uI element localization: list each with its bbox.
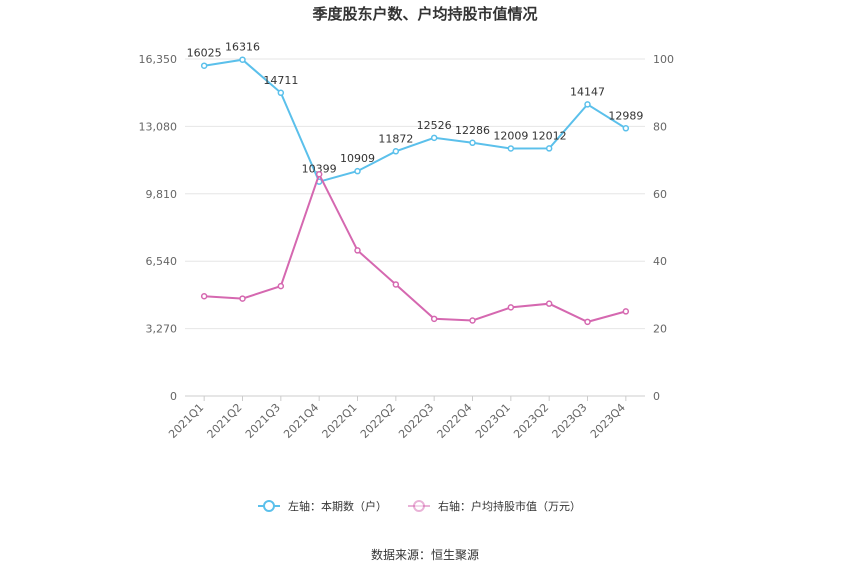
data-point-left[interactable] bbox=[239, 56, 246, 63]
data-label: 12012 bbox=[532, 129, 567, 142]
series-line-right bbox=[204, 171, 627, 323]
data-point-right[interactable] bbox=[622, 308, 630, 315]
data-label: 14711 bbox=[263, 74, 298, 87]
data-point-right[interactable] bbox=[315, 171, 323, 178]
legend-item-left-series[interactable]: 左轴：本期数（户） bbox=[258, 499, 387, 513]
left-tick-label: 3,270 bbox=[146, 323, 178, 336]
left-tick-label: 9,810 bbox=[146, 188, 178, 201]
x-tick-label: 2023Q2 bbox=[511, 401, 551, 441]
legend-label-left-series: 左轴：本期数（户） bbox=[288, 499, 387, 513]
data-point-left[interactable] bbox=[469, 139, 476, 147]
x-tick-label: 2023Q1 bbox=[473, 401, 513, 441]
data-point-right[interactable] bbox=[392, 281, 400, 288]
x-tick-label: 2022Q2 bbox=[358, 401, 398, 441]
x-tick-label: 2023Q4 bbox=[588, 401, 628, 441]
data-label: 16025 bbox=[187, 47, 222, 60]
left-axis: 0 3,270 6,540 9,810 13,080 16,350 bbox=[139, 53, 178, 403]
x-tick-label: 2022Q1 bbox=[320, 401, 360, 441]
data-point-right[interactable] bbox=[239, 295, 246, 302]
data-point-right[interactable] bbox=[200, 292, 208, 300]
series-line-left bbox=[204, 58, 627, 183]
data-label: 10909 bbox=[340, 152, 375, 165]
x-tick-label: 2022Q3 bbox=[396, 401, 436, 441]
data-label: 12009 bbox=[493, 129, 528, 142]
right-tick-label: 20 bbox=[653, 323, 667, 336]
data-point-left[interactable] bbox=[507, 145, 515, 152]
data-label: 16316 bbox=[225, 41, 260, 54]
data-label: 12989 bbox=[608, 109, 643, 122]
data-point-left[interactable] bbox=[392, 148, 400, 155]
left-tick-label: 16,350 bbox=[139, 53, 178, 66]
legend[interactable]: 左轴：本期数（户） 右轴：户均持股市值（万元） bbox=[258, 499, 581, 513]
data-point-left[interactable] bbox=[430, 134, 438, 142]
data-point-right[interactable] bbox=[584, 318, 591, 326]
right-axis: 0 20 40 60 80 100 bbox=[653, 53, 674, 403]
data-point-left[interactable] bbox=[200, 62, 208, 69]
data-point-right[interactable] bbox=[545, 300, 553, 307]
data-point-right[interactable] bbox=[277, 282, 285, 290]
legend-marker-right-series bbox=[413, 500, 425, 512]
data-point-left[interactable] bbox=[545, 145, 553, 152]
data-point-left[interactable] bbox=[354, 167, 361, 175]
data-label: 14147 bbox=[570, 85, 605, 98]
right-tick-label: 80 bbox=[653, 120, 667, 133]
chart-title: 季度股东户数、户均持股市值情况 bbox=[312, 5, 537, 23]
data-point-left[interactable] bbox=[622, 125, 630, 132]
x-tick-label: 2022Q4 bbox=[435, 401, 475, 441]
data-label: 11872 bbox=[378, 132, 413, 145]
source-note: 数据来源：恒生聚源 bbox=[371, 547, 479, 562]
x-tick-label: 2023Q3 bbox=[550, 401, 590, 441]
data-point-right[interactable] bbox=[354, 247, 361, 254]
x-tick-label: 2021Q4 bbox=[281, 401, 321, 441]
left-tick-label: 13,080 bbox=[139, 120, 178, 133]
legend-label-right-series: 右轴：户均持股市值（万元） bbox=[438, 499, 581, 513]
x-tick-label: 2021Q1 bbox=[166, 401, 206, 441]
data-point-left[interactable] bbox=[584, 101, 591, 108]
grid bbox=[185, 58, 645, 397]
right-tick-label: 40 bbox=[653, 255, 667, 268]
data-point-right[interactable] bbox=[430, 315, 438, 323]
legend-item-right-series[interactable]: 右轴：户均持股市值（万元） bbox=[408, 499, 581, 513]
legend-marker-left-series bbox=[263, 500, 275, 512]
right-tick-label: 60 bbox=[653, 188, 667, 201]
right-tick-label: 0 bbox=[653, 390, 660, 403]
data-point-right[interactable] bbox=[469, 317, 476, 324]
left-tick-label: 0 bbox=[170, 390, 177, 403]
data-label: 12286 bbox=[455, 124, 490, 137]
left-tick-label: 6,540 bbox=[146, 255, 178, 268]
data-label: 12526 bbox=[417, 119, 452, 132]
x-tick-label: 2021Q2 bbox=[205, 401, 245, 441]
x-tick-label: 2021Q3 bbox=[243, 401, 283, 441]
x-axis: 2021Q12021Q22021Q32021Q42022Q12022Q22022… bbox=[166, 396, 628, 441]
right-tick-label: 100 bbox=[653, 53, 674, 66]
data-point-right[interactable] bbox=[507, 304, 515, 311]
data-point-left[interactable] bbox=[277, 89, 285, 97]
data-label: 10399 bbox=[302, 163, 337, 176]
